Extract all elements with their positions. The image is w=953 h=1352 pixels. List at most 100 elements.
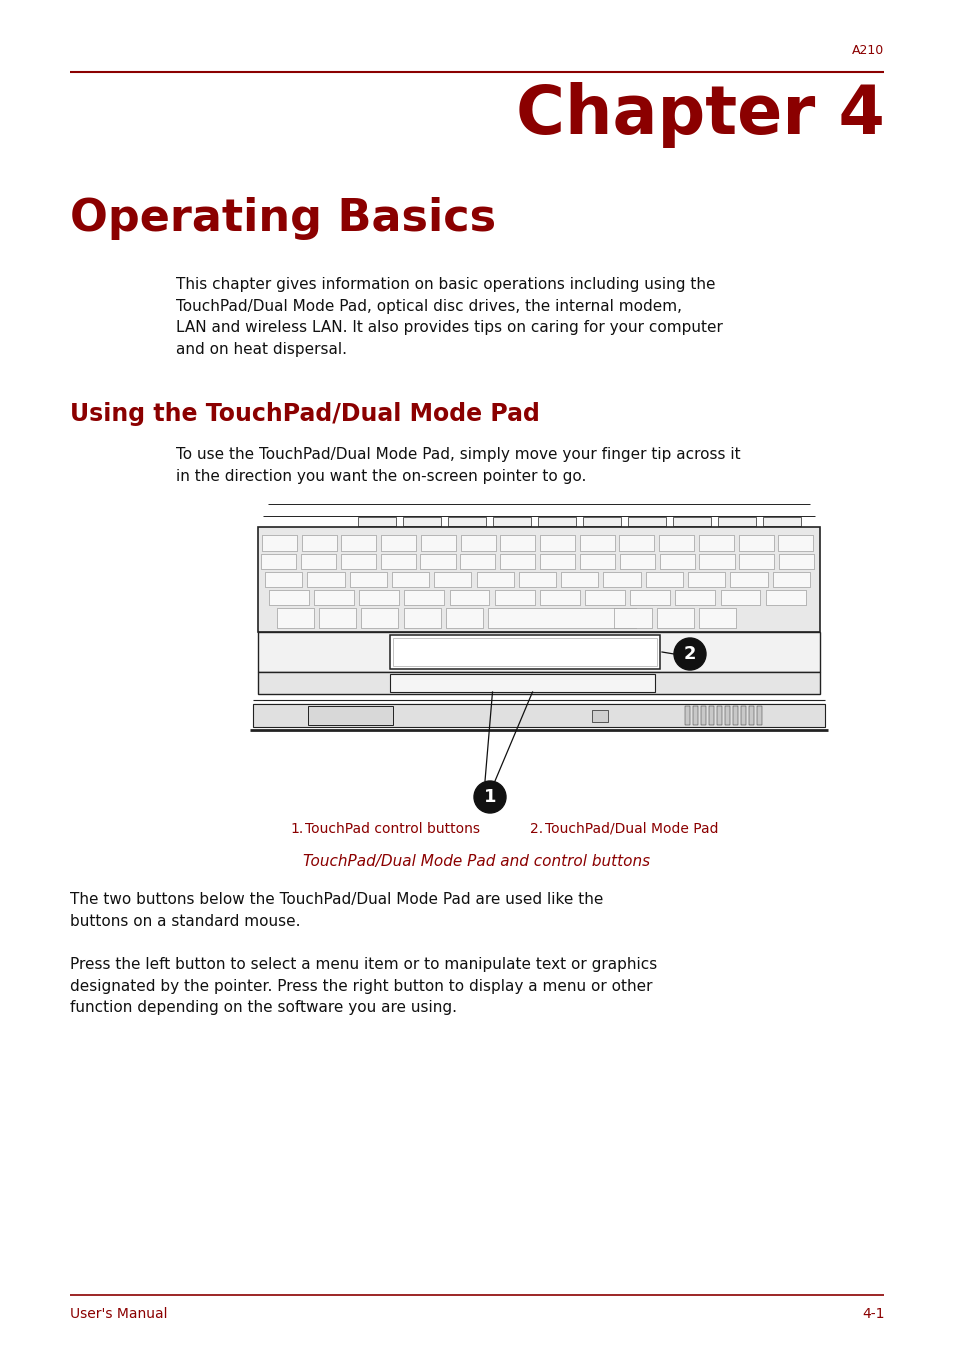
Bar [340,554,375,569]
Bar [420,554,455,569]
Bar [319,608,355,627]
Circle shape [474,781,505,813]
Bar [393,638,657,667]
Bar [765,589,804,604]
Text: 4-1: 4-1 [861,1307,883,1321]
Bar [420,535,456,552]
Bar [261,554,295,569]
Text: TouchPad/Dual Mode Pad: TouchPad/Dual Mode Pad [544,822,718,836]
Bar [614,608,651,627]
Bar [390,635,659,669]
Bar [699,535,733,552]
Text: Press the left button to select a menu item or to manipulate text or graphics
de: Press the left button to select a menu i… [70,957,657,1015]
Text: Operating Basics: Operating Basics [70,197,496,241]
Text: TouchPad control buttons: TouchPad control buttons [305,822,479,836]
Bar [730,572,767,587]
Bar [445,608,482,627]
Bar [370,710,386,722]
Text: A210: A210 [851,45,883,57]
Bar [539,589,579,604]
Bar [592,710,607,722]
Bar [675,589,715,604]
Bar [518,572,556,587]
Bar [762,516,801,526]
Bar [692,706,698,725]
Text: This chapter gives information on basic operations including using the
TouchPad/: This chapter gives information on basic … [176,277,722,357]
Bar [341,535,376,552]
Bar [627,516,665,526]
Bar [618,535,654,552]
Circle shape [673,638,705,671]
Text: 1.: 1. [290,822,303,836]
Bar [779,554,813,569]
Bar [720,589,760,604]
Bar [619,554,654,569]
Bar [380,554,416,569]
Bar [349,572,386,587]
Bar [537,516,576,526]
Bar [499,535,535,552]
Text: User's Manual: User's Manual [70,1307,167,1321]
Bar [392,572,429,587]
Ellipse shape [625,710,643,722]
Bar [582,516,620,526]
Bar [700,706,705,725]
Bar [539,535,575,552]
Bar [357,516,395,526]
Bar [499,554,535,569]
Text: Chapter 4: Chapter 4 [515,82,883,147]
Bar [659,554,694,569]
Bar [579,535,614,552]
Circle shape [278,711,287,719]
Bar [449,589,489,604]
Text: 2: 2 [683,645,696,662]
Bar [434,572,471,587]
Bar [381,535,416,552]
Bar [361,608,398,627]
Bar [739,554,774,569]
Bar [460,535,495,552]
Bar [493,516,531,526]
Bar [487,608,635,627]
Bar [359,589,398,604]
Bar [738,535,773,552]
Bar [265,572,302,587]
Bar [257,631,820,672]
Bar [708,706,713,725]
Bar [307,572,344,587]
Bar [314,589,354,604]
Bar [699,608,735,627]
Bar [301,535,336,552]
Bar [257,672,820,694]
Bar [718,516,755,526]
Text: TouchPad/Dual Mode Pad and control buttons: TouchPad/Dual Mode Pad and control butto… [303,854,650,869]
Bar [253,704,824,727]
Bar [656,608,693,627]
Bar [390,675,655,692]
Bar [404,589,444,604]
Bar [476,572,514,587]
Bar [539,554,575,569]
Bar [262,535,296,552]
Bar [717,706,721,725]
Bar [276,608,314,627]
Bar [300,554,335,569]
Bar [699,554,734,569]
Bar [645,572,682,587]
Bar [778,535,812,552]
Bar [403,608,440,627]
Text: The two buttons below the TouchPad/Dual Mode Pad are used like the
buttons on a : The two buttons below the TouchPad/Dual … [70,892,602,929]
Bar [269,589,309,604]
Bar [687,572,724,587]
Bar [672,516,710,526]
Bar [495,589,534,604]
Text: Using the TouchPad/Dual Mode Pad: Using the TouchPad/Dual Mode Pad [70,402,539,426]
Bar [257,527,820,631]
Bar [659,535,694,552]
Bar [740,706,745,725]
Bar [684,706,689,725]
Text: 1: 1 [483,788,496,806]
Bar [560,572,598,587]
Bar [732,706,738,725]
Bar [459,554,495,569]
